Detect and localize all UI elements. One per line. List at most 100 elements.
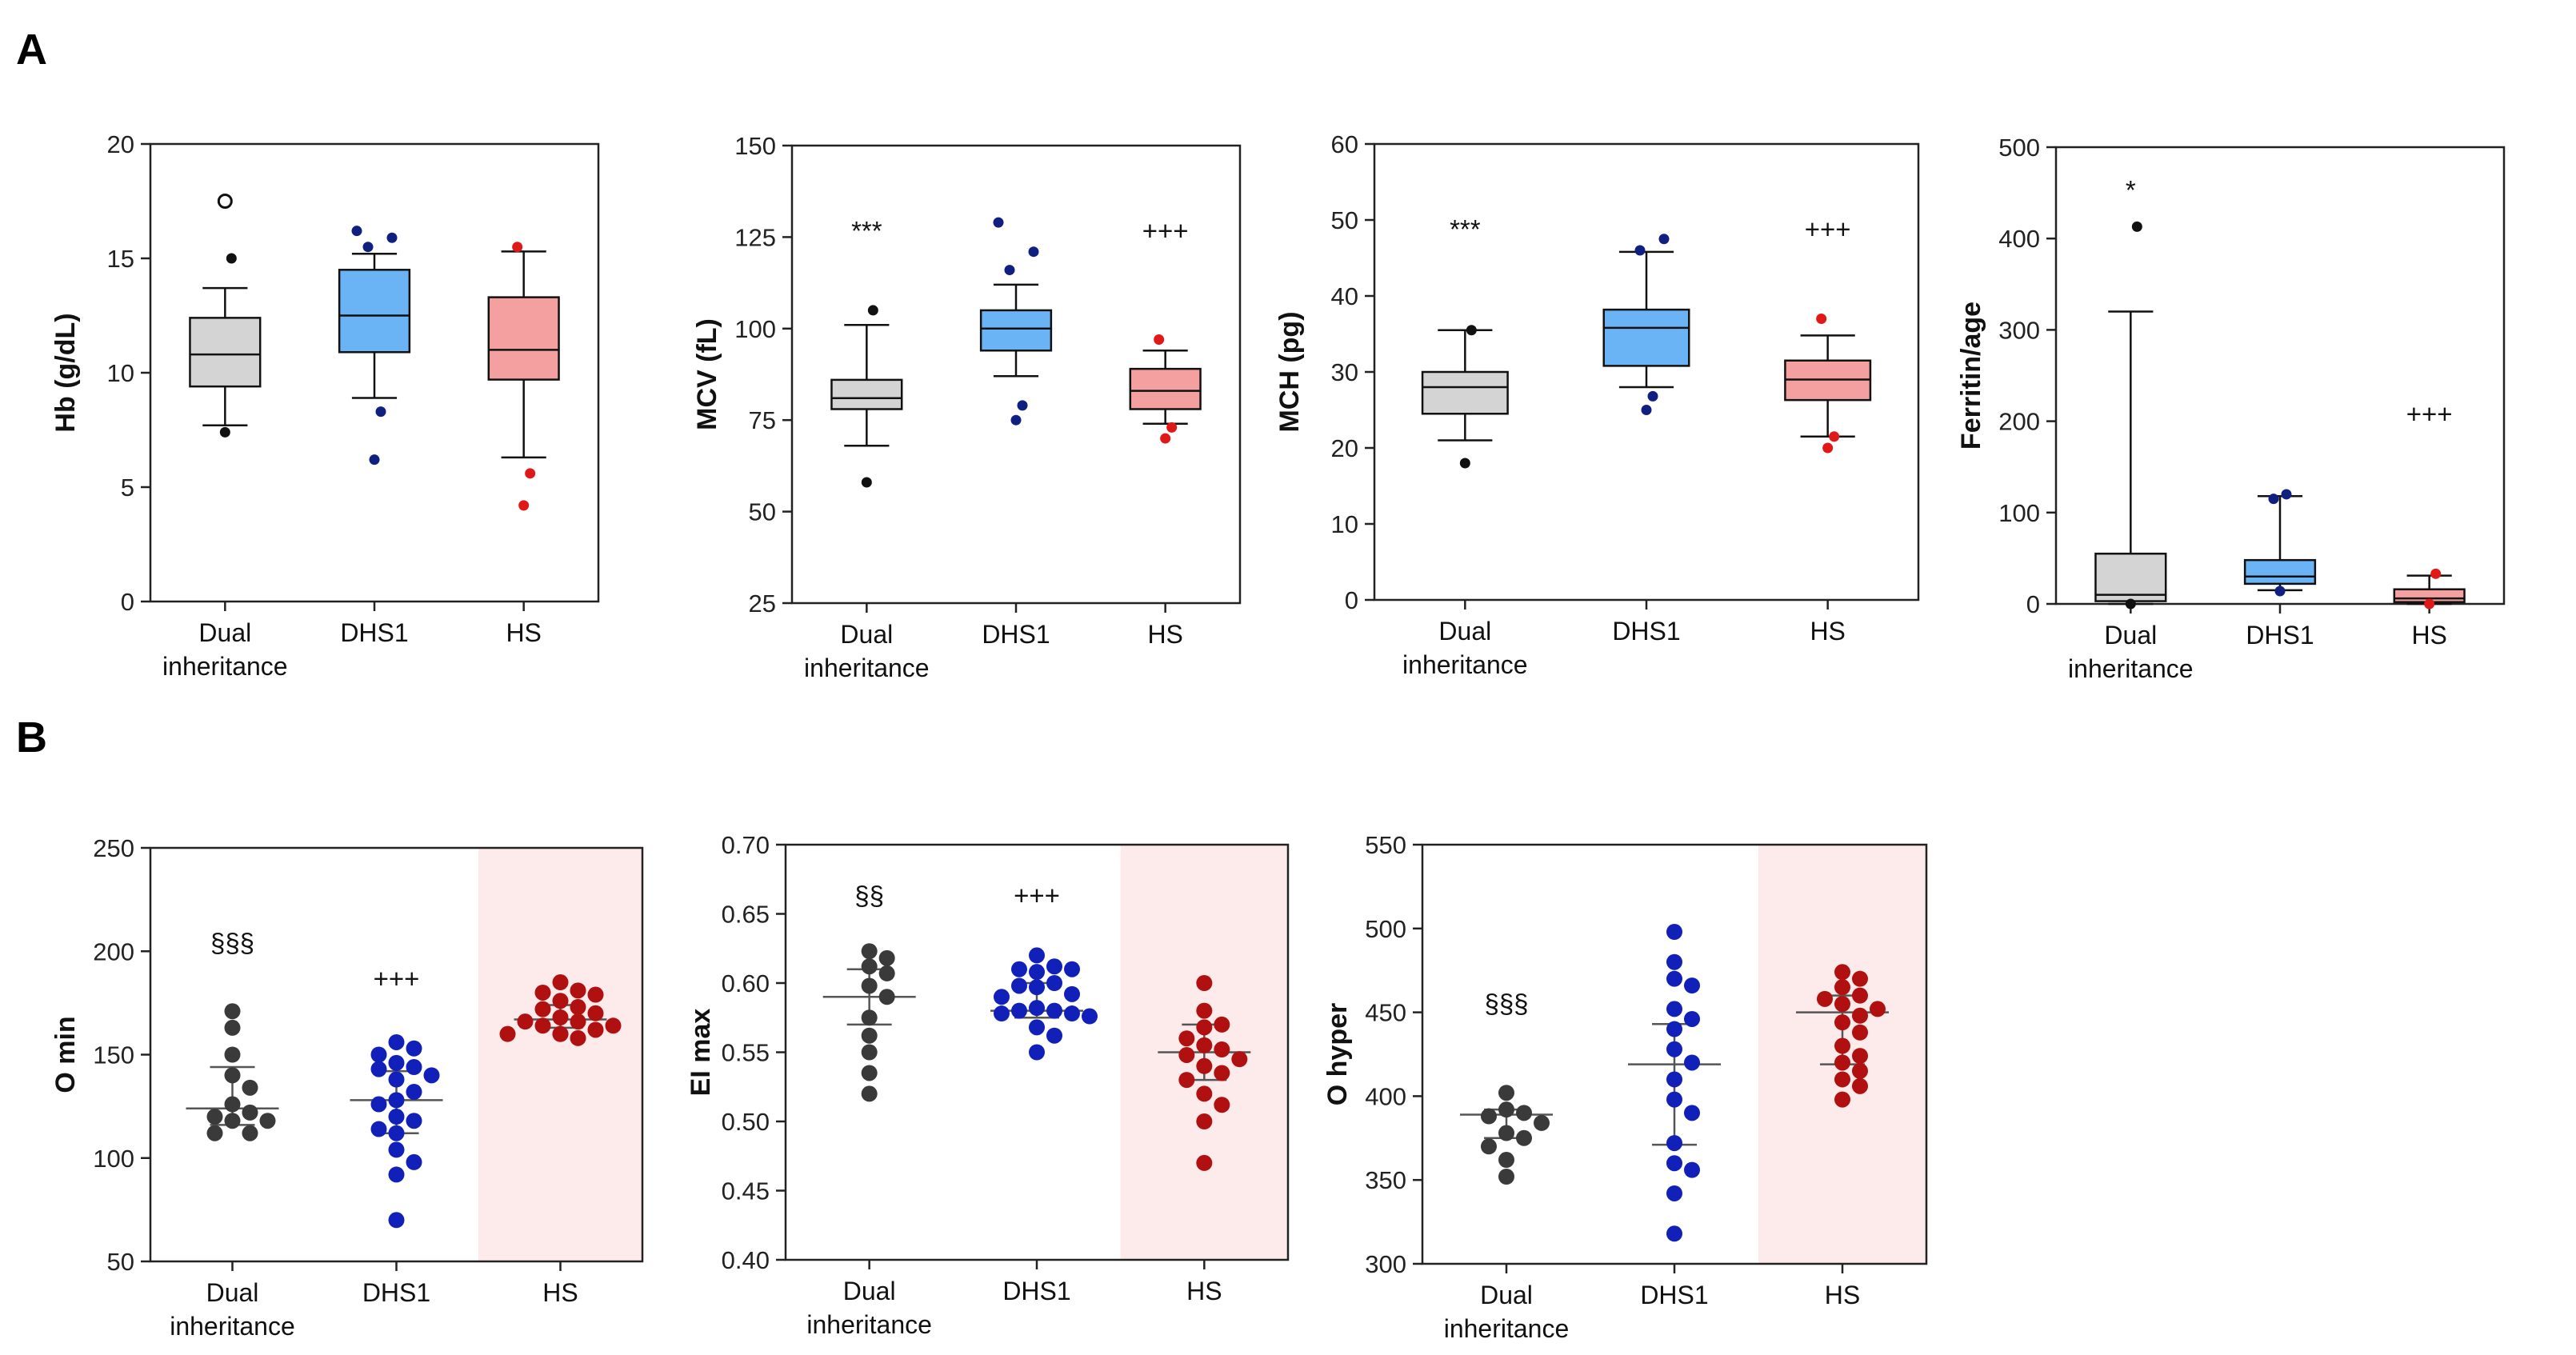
outlier-point <box>2430 568 2442 579</box>
box-3 <box>1129 334 1202 444</box>
y-tick-label: 300 <box>1365 1250 1406 1278</box>
data-point <box>552 1009 569 1025</box>
data-point <box>1214 1097 1230 1113</box>
category-label: inheritance <box>1444 1314 1570 1343</box>
y-tick-label: 0 <box>2026 590 2040 618</box>
y-tick-label: 0.50 <box>722 1108 770 1136</box>
category-label: DHS1 <box>340 618 408 647</box>
chart-3: 0 10 20 30 40 50 60 Dual inheritance DHS1 HS MCH (p… <box>1274 130 1920 679</box>
data-point <box>1029 979 1045 996</box>
data-point <box>1498 1152 1514 1169</box>
chart-6: 0.40 0.45 0.50 0.55 0.60 0.65 0.70 Dual inherita… <box>686 831 1290 1339</box>
data-point <box>1817 990 1833 1007</box>
data-point <box>224 1096 241 1113</box>
y-tick-label: 450 <box>1365 999 1406 1027</box>
data-point <box>1029 947 1045 964</box>
outlier-point <box>1010 414 1022 426</box>
y-tick-label: 5 <box>121 474 134 502</box>
data-point <box>861 977 878 994</box>
data-point <box>861 1009 878 1026</box>
outlier-point <box>369 454 380 466</box>
y-tick-label: 250 <box>93 834 134 862</box>
y-tick-label: 100 <box>734 315 776 343</box>
data-point <box>1666 1041 1682 1057</box>
series-3 <box>499 974 622 1046</box>
data-point <box>388 1212 405 1229</box>
data-point <box>861 943 878 960</box>
y-tick-label: 40 <box>1331 282 1358 310</box>
data-point <box>1870 1001 1886 1017</box>
data-point <box>1666 923 1682 940</box>
data-point <box>861 1044 878 1061</box>
y-tick-label: 150 <box>93 1041 134 1069</box>
panel-label-b: B <box>16 713 47 761</box>
significance-annotation: §§§ <box>1484 989 1528 1018</box>
chart-4: 0 100 200 300 400 500 Dual inheritance DHS1 HS Fer… <box>1956 134 2506 683</box>
outlier-point <box>1634 245 1646 256</box>
outlier-point <box>1658 234 1670 245</box>
data-point <box>587 1021 604 1038</box>
category-label: inheritance <box>2068 654 2194 683</box>
data-point <box>1684 1054 1700 1071</box>
outlier-point <box>1154 334 1165 346</box>
data-point <box>1666 1091 1682 1108</box>
significance-annotation: *** <box>851 216 882 246</box>
data-point <box>1834 996 1850 1013</box>
data-point <box>1834 964 1850 981</box>
hs-shade-region <box>478 848 642 1261</box>
outlier-point <box>1166 422 1178 433</box>
data-point <box>388 1054 405 1071</box>
data-point <box>861 1027 878 1044</box>
data-point <box>570 1013 586 1030</box>
outlier-point <box>1017 400 1028 411</box>
category-label: inheritance <box>162 652 288 681</box>
data-point <box>423 1067 440 1084</box>
data-point <box>499 1025 516 1042</box>
data-point <box>605 1017 622 1034</box>
data-point <box>1196 1154 1213 1171</box>
y-tick-label: 75 <box>749 406 776 434</box>
data-point <box>388 1071 405 1088</box>
data-point <box>1011 977 1027 994</box>
data-point <box>1834 1014 1850 1031</box>
data-point <box>1046 975 1062 991</box>
outlier-point <box>2125 598 2136 610</box>
data-point <box>206 1109 223 1125</box>
series-1 <box>1460 1085 1553 1185</box>
category-label: HS <box>1147 620 1182 649</box>
data-point <box>206 1125 223 1141</box>
y-tick-label: 400 <box>1365 1082 1406 1110</box>
box-2 <box>338 226 411 466</box>
iqr-box <box>487 296 560 381</box>
series-1 <box>186 1003 279 1141</box>
y-tick-label: 200 <box>93 937 134 965</box>
data-point <box>1852 1007 1868 1024</box>
data-point <box>1852 1048 1868 1065</box>
chart-5: 50 100 150 200 250 Dual inheritance DHS1 HS O min… <box>50 834 644 1341</box>
category-label: Dual <box>206 1278 259 1307</box>
data-point <box>1214 1016 1230 1033</box>
y-axis-label: MCV (fL) <box>692 318 722 430</box>
data-point <box>1684 977 1700 994</box>
data-point <box>1684 1105 1700 1121</box>
data-point <box>1064 1005 1080 1022</box>
data-point <box>534 1001 551 1017</box>
data-point <box>994 1005 1010 1022</box>
iqr-box <box>338 269 411 354</box>
data-point <box>1029 1044 1045 1061</box>
y-tick-label: 0.55 <box>722 1039 770 1067</box>
category-label: Dual <box>843 1277 896 1305</box>
series-2 <box>990 947 1098 1061</box>
data-point <box>1498 1101 1514 1118</box>
data-point <box>406 1113 422 1129</box>
iqr-box <box>189 317 262 388</box>
y-tick-label: 10 <box>107 359 134 387</box>
outlier-open-point <box>217 194 233 209</box>
y-axis-label: Ferritin/age <box>1956 302 1986 450</box>
category-label: Dual <box>198 618 251 647</box>
data-point <box>534 984 551 1001</box>
y-axis-label: O min <box>50 1016 81 1093</box>
data-point <box>370 1061 387 1077</box>
y-axis-label: EI max <box>686 1009 716 1097</box>
